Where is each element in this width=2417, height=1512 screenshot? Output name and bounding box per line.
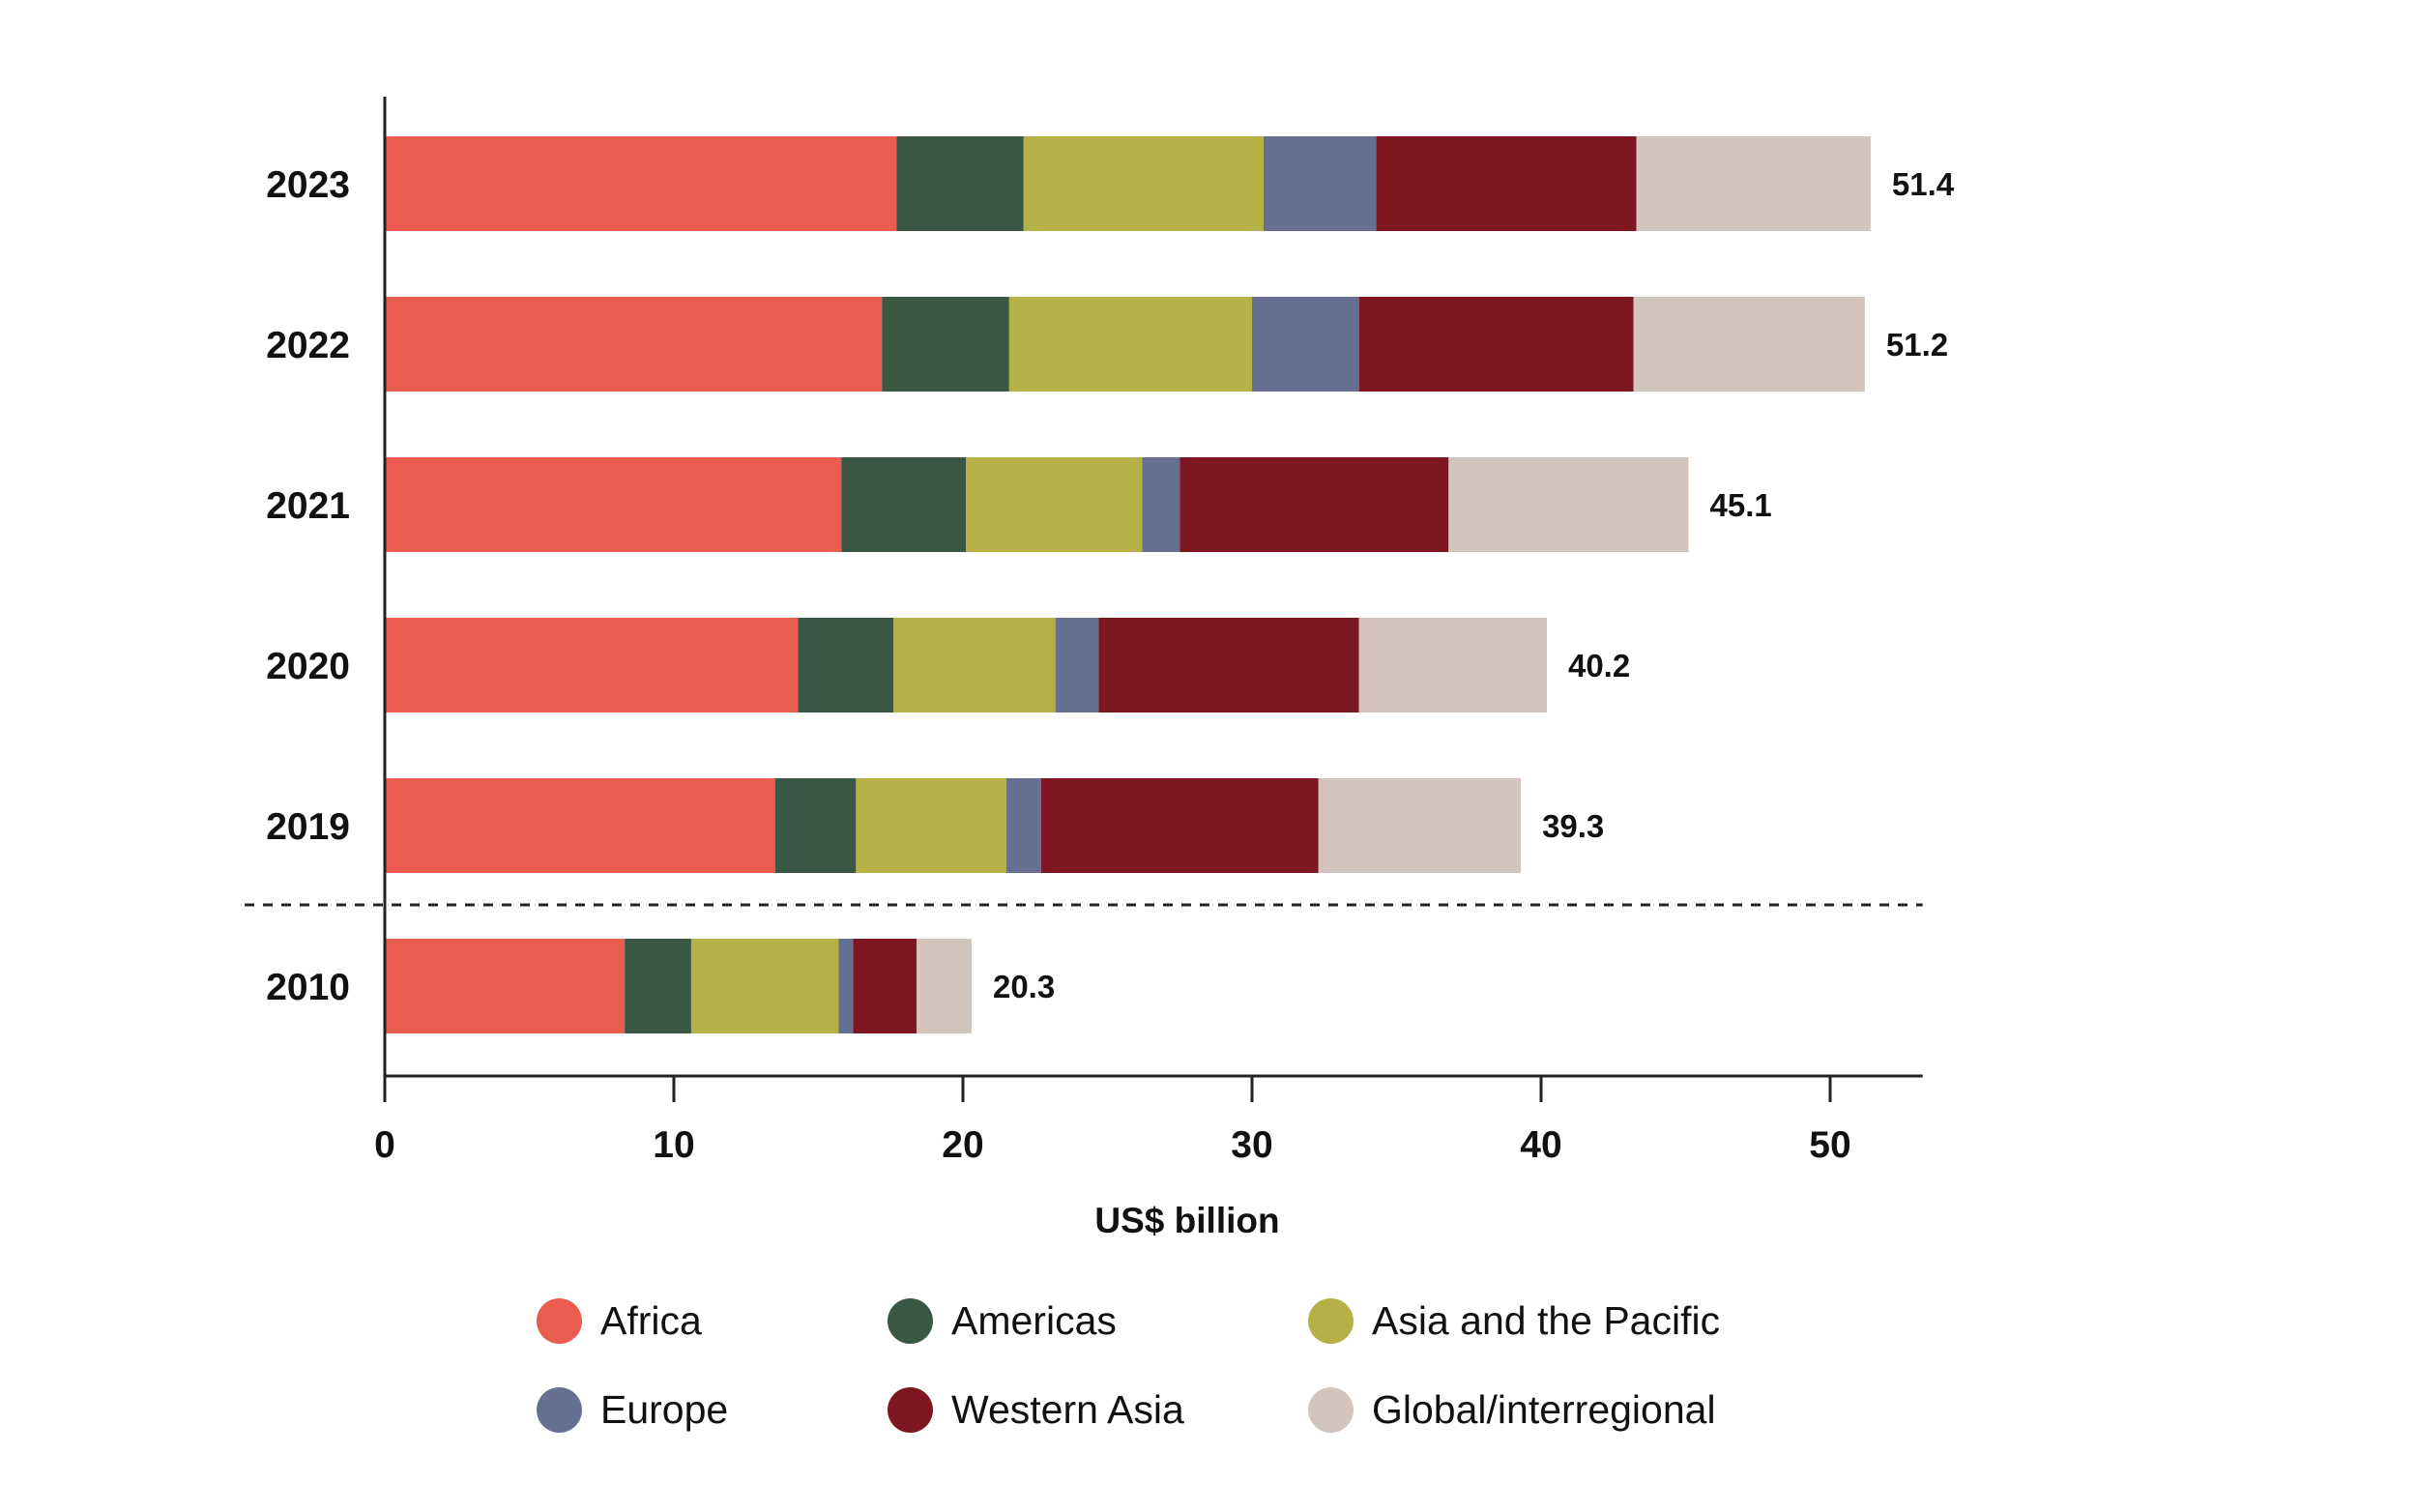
legend-item-americas: Americas <box>888 1295 1117 1346</box>
total-label-2023: 51.4 <box>1892 166 1955 202</box>
legend-item-global-interregional: Global/interregional <box>1308 1384 1716 1435</box>
bar-2020 <box>385 618 1547 712</box>
legend-label: Western Asia <box>951 1386 1184 1432</box>
bar-segment-americas-2020 <box>798 618 894 712</box>
bar-segment-global-interregional-2021 <box>1448 457 1689 552</box>
bar-segment-global-interregional-2023 <box>1636 136 1871 231</box>
legend-swatch-circle-icon <box>888 1297 933 1344</box>
bar-segment-americas-2010 <box>625 939 691 1033</box>
x-tick-label-0: 0 <box>374 1124 395 1166</box>
legend-swatch-circle-icon <box>1308 1386 1354 1433</box>
x-tick-label-30: 30 <box>1231 1124 1272 1166</box>
bar-segment-western-asia-2020 <box>1098 618 1359 712</box>
bar-segment-western-asia-2021 <box>1179 457 1449 552</box>
legend-item-western-asia: Western Asia <box>888 1384 1184 1435</box>
bar-2023 <box>385 136 1871 231</box>
legend-label: Europe <box>600 1386 729 1432</box>
category-label-2021: 2021 <box>266 485 350 527</box>
bar-segment-americas-2021 <box>841 457 966 552</box>
legend-item-europe: Europe <box>537 1384 728 1435</box>
legend-label: Americas <box>951 1297 1117 1343</box>
total-label-2021: 45.1 <box>1709 487 1771 523</box>
bar-segment-africa-2019 <box>385 778 775 873</box>
bar-segment-africa-2021 <box>385 457 842 552</box>
bar-segment-africa-2022 <box>385 297 883 392</box>
bar-segment-asia-and-the-pacific-2023 <box>1023 136 1264 231</box>
bar-segment-europe-2022 <box>1252 297 1359 392</box>
bar-segment-global-interregional-2010 <box>917 939 972 1033</box>
legend-label: Asia and the Pacific <box>1372 1297 1721 1343</box>
legend-label: Global/interregional <box>1372 1386 1716 1432</box>
bar-segment-africa-2010 <box>385 939 626 1033</box>
bar-segment-americas-2023 <box>896 136 1024 231</box>
bar-segment-americas-2022 <box>882 297 1009 392</box>
legend-item-africa: Africa <box>537 1295 702 1346</box>
x-axis-ticks: 0 10 20 30 40 50 <box>374 1076 1851 1166</box>
bar-segment-global-interregional-2020 <box>1358 618 1547 712</box>
legend-label: Africa <box>600 1297 702 1343</box>
x-tick-label-50: 50 <box>1809 1124 1850 1166</box>
category-label-2020: 2020 <box>266 646 350 687</box>
bar-segment-asia-and-the-pacific-2020 <box>893 618 1056 712</box>
bar-segment-europe-2020 <box>1055 618 1099 712</box>
bar-segment-europe-2010 <box>838 939 854 1033</box>
bar-segment-western-asia-2023 <box>1376 136 1637 231</box>
bar-segment-asia-and-the-pacific-2019 <box>856 778 1006 873</box>
total-label-2019: 39.3 <box>1542 808 1604 844</box>
legend-swatch-circle-icon <box>888 1386 933 1433</box>
bar-segment-global-interregional-2019 <box>1318 778 1522 873</box>
x-tick-label-20: 20 <box>942 1124 983 1166</box>
bar-segment-europe-2021 <box>1142 457 1180 552</box>
bar-segment-africa-2023 <box>385 136 897 231</box>
category-label-2022: 2022 <box>266 325 350 366</box>
legend: Africa Americas Asia and the Pacific Europe… <box>537 1295 1890 1440</box>
total-label-2020: 40.2 <box>1568 648 1630 683</box>
x-tick-label-40: 40 <box>1520 1124 1561 1166</box>
legend-item-asia-and-the-pacific: Asia and the Pacific <box>1308 1295 1720 1346</box>
legend-swatch-circle-icon <box>537 1297 582 1344</box>
bar-segment-asia-and-the-pacific-2022 <box>1008 297 1252 392</box>
bar-segment-europe-2023 <box>1263 136 1377 231</box>
bar-segment-global-interregional-2022 <box>1633 297 1865 392</box>
bar-2021 <box>385 457 1689 552</box>
legend-swatch-circle-icon <box>537 1386 582 1433</box>
x-tick-label-10: 10 <box>653 1124 694 1166</box>
bar-segment-western-asia-2022 <box>1358 297 1634 392</box>
bars-layer <box>385 136 1871 1033</box>
bar-segment-asia-and-the-pacific-2010 <box>690 939 839 1033</box>
bar-segment-western-asia-2019 <box>1040 778 1319 873</box>
legend-swatch-circle-icon <box>1308 1297 1354 1344</box>
x-axis-title: US$ billion <box>1094 1201 1279 1240</box>
bar-segment-europe-2019 <box>1005 778 1041 873</box>
bar-segment-asia-and-the-pacific-2021 <box>965 457 1143 552</box>
category-label-2010: 2010 <box>266 967 350 1008</box>
total-label-2022: 51.2 <box>1886 327 1948 363</box>
bar-segment-western-asia-2010 <box>853 939 917 1033</box>
total-labels: 51.4 51.2 45.1 40.2 39.3 20.3 <box>993 166 1955 1004</box>
category-label-2019: 2019 <box>266 806 350 848</box>
bar-2019 <box>385 778 1522 873</box>
category-labels: 2023 2022 2021 2020 2019 2010 <box>266 164 350 1008</box>
bar-2010 <box>385 939 972 1033</box>
category-label-2023: 2023 <box>266 164 350 206</box>
bar-2022 <box>385 297 1865 392</box>
total-label-2010: 20.3 <box>993 969 1055 1004</box>
bar-segment-africa-2020 <box>385 618 799 712</box>
bar-segment-americas-2019 <box>774 778 857 873</box>
